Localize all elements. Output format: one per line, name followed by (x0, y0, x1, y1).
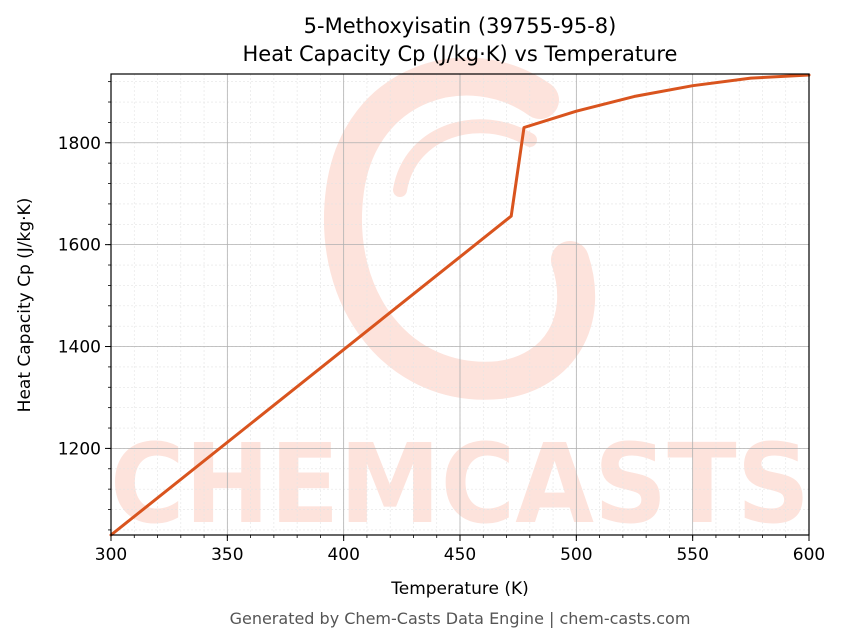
y-tick-label: 1200 (58, 439, 101, 459)
y-tick-label: 1600 (58, 236, 101, 256)
series-line-cp (109, 73, 811, 537)
axis-ticks (105, 81, 810, 541)
x-tick-label: 350 (211, 545, 243, 565)
x-tick-label: 400 (327, 545, 359, 565)
x-tick-label: 600 (793, 545, 825, 565)
chart-title: 5-Methoxyisatin (39755-95-8) (304, 14, 617, 38)
x-axis-label: Temperature (K) (390, 579, 529, 599)
x-tick-label: 300 (95, 545, 127, 565)
y-tick-label: 1400 (58, 338, 101, 358)
x-tick-label: 450 (444, 545, 476, 565)
axis-tick-labels: 300 350 400 450 500 550 600 1200 1400 1600 1800 (58, 134, 825, 565)
y-axis-label: Heat Capacity Cp (J/kg·K) (15, 198, 35, 413)
x-tick-label: 500 (560, 545, 592, 565)
chart-subtitle: Heat Capacity Cp (J/kg·K) vs Temperature (243, 42, 678, 66)
x-tick-label: 550 (676, 545, 708, 565)
y-tick-label: 1800 (58, 134, 101, 154)
footer-credit: Generated by Chem-Casts Data Engine | ch… (230, 609, 691, 628)
